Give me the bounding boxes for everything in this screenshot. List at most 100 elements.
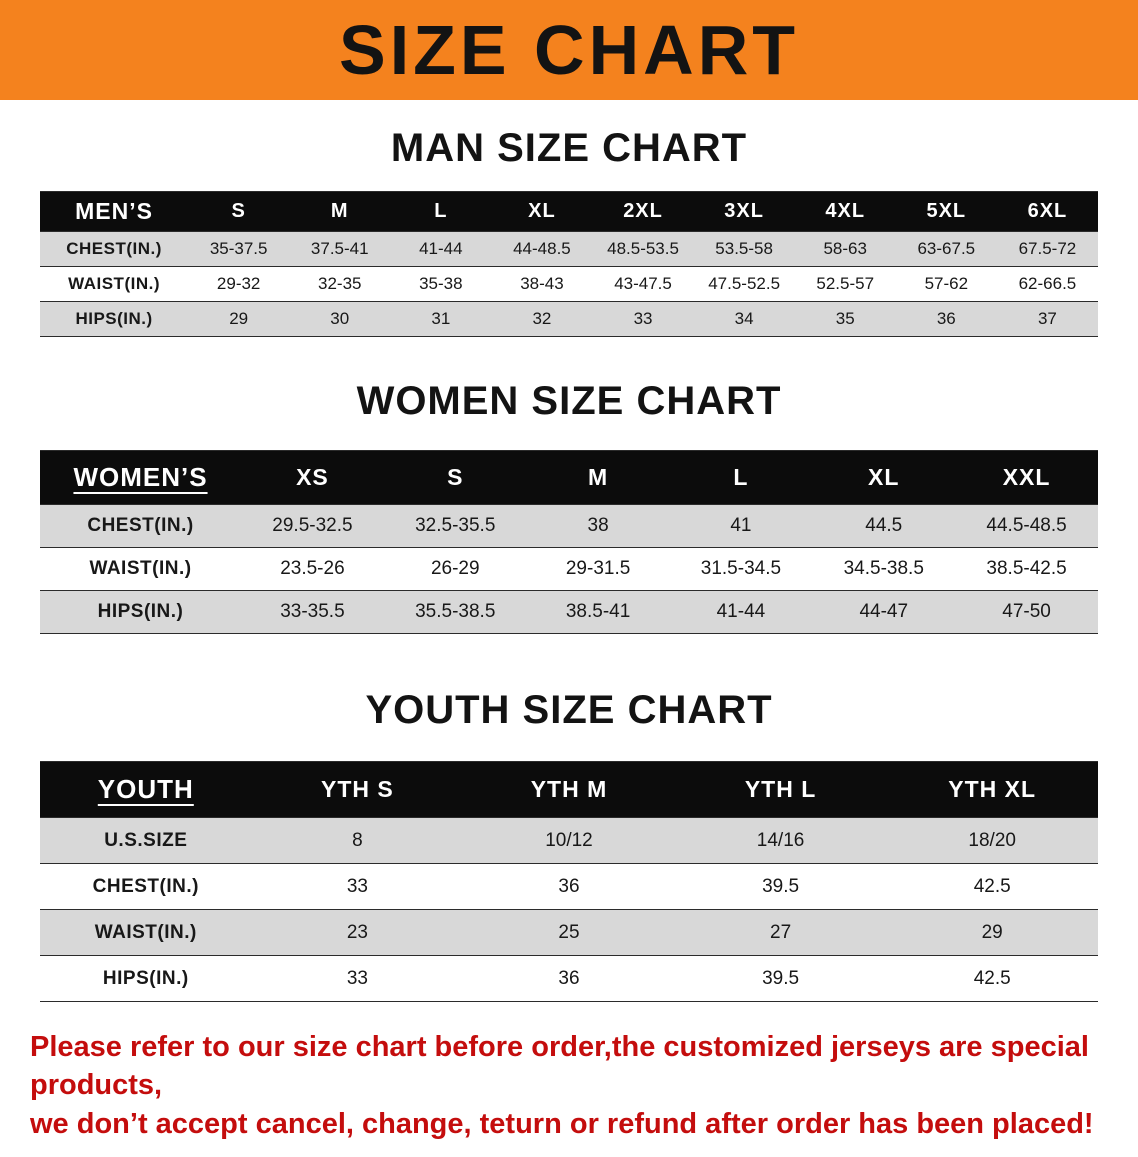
table-row: WAIST(IN.) 23 25 27 29 [40,909,1098,956]
size-value: 32 [491,301,593,337]
youth-size-chart-section: YOUTH SIZE CHART YOUTH YTH S YTH M YTH L YTH… [0,688,1138,1002]
size-value: 31 [390,301,492,337]
row-label: HIPS(IN.) [40,955,252,1002]
row-label: WAIST(IN.) [40,547,242,591]
size-value: 10/12 [463,817,675,864]
size-value: 30 [289,301,391,337]
women-size-table: WOMEN’S XS S M L XL XXL CHEST(IN.) 29.5-32.5 32.5… [40,450,1098,634]
size-value: 34 [693,301,795,337]
size-value: 23.5-26 [241,547,384,591]
row-label: CHEST(IN.) [40,863,252,910]
table-row: CHEST(IN.) 29.5-32.5 32.5-35.5 38 41 44.5 44.5… [40,504,1098,548]
size-value: 14/16 [674,817,887,864]
table-row: CHEST(IN.) 33 36 39.5 42.5 [40,863,1098,910]
size-value: 63-67.5 [895,231,997,267]
size-value: 35-38 [390,266,492,302]
size-value: 42.5 [886,955,1098,1002]
size-value: 41-44 [390,231,492,267]
size-value: 36 [463,955,675,1002]
order-notice-line-2: we don’t accept cancel, change, teturn o… [30,1107,1094,1140]
size-value: 58-63 [794,231,896,267]
size-column-header: L [390,191,492,232]
size-value: 29 [886,909,1098,956]
size-value: 48.5-53.5 [592,231,694,267]
row-label: HIPS(IN.) [40,590,242,634]
size-column-header: 2XL [592,191,694,232]
size-value: 29-32 [188,266,290,302]
size-value: 44.5-48.5 [955,504,1098,548]
size-value: 37 [996,301,1098,337]
men-size-table: MEN’S S M L XL 2XL 3XL 4XL 5XL 6XL CHEST(IN.) 35-37… [40,191,1098,337]
size-column-header: YTH L [674,761,887,818]
size-column-header: YTH XL [886,761,1098,818]
size-value: 35 [794,301,896,337]
size-value: 32-35 [289,266,391,302]
table-row: U.S.SIZE 8 10/12 14/16 18/20 [40,817,1098,864]
size-value: 44-48.5 [491,231,593,267]
row-label: CHEST(IN.) [40,504,242,548]
size-value: 39.5 [674,955,887,1002]
order-notice-line-1: Please refer to our size chart before or… [30,1031,1089,1102]
size-value: 47.5-52.5 [693,266,795,302]
men-size-chart-heading: MAN SIZE CHART [390,126,748,170]
size-value: 41 [669,504,813,548]
row-label: U.S.SIZE [40,817,252,864]
size-value: 26-29 [383,547,527,591]
table-row: WAIST(IN.) 23.5-26 26-29 29-31.5 31.5-34.5 34… [40,547,1098,591]
size-column-header: XS [241,450,384,505]
size-column-header: YTH M [463,761,675,818]
size-column-header: S [383,450,527,505]
table-row: HIPS(IN.) 33-35.5 35.5-38.5 38.5-41 41-44 44-… [40,590,1098,634]
size-value: 41-44 [669,590,813,634]
table-row: HIPS(IN.) 33 36 39.5 42.5 [40,955,1098,1002]
size-value: 33 [251,863,464,910]
size-value: 29-31.5 [526,547,670,591]
banner: SIZE CHART [0,0,1138,100]
table-row: CHEST(IN.) 35-37.5 37.5-41 41-44 44-48.5 48.5… [40,231,1098,267]
row-label: WAIST(IN.) [40,266,189,302]
size-value: 18/20 [886,817,1098,864]
size-value: 53.5-58 [693,231,795,267]
size-value: 33 [251,955,464,1002]
women-size-chart-heading: WOMEN SIZE CHART [356,379,782,423]
size-column-header: S [188,191,290,232]
page-title: SIZE CHART [339,11,799,89]
size-value: 29.5-32.5 [241,504,384,548]
size-value: 62-66.5 [996,266,1098,302]
size-value: 33 [592,301,694,337]
youth-table-title-cell: YOUTH [40,761,252,818]
size-value: 39.5 [674,863,887,910]
size-value: 67.5-72 [996,231,1098,267]
size-value: 35-37.5 [188,231,290,267]
size-value: 23 [251,909,464,956]
size-value: 36 [895,301,997,337]
women-table-title-cell: WOMEN’S [40,450,242,505]
men-table-title-cell: MEN’S [40,191,189,232]
size-column-header: XXL [955,450,1098,505]
size-column-header: L [669,450,813,505]
size-value: 36 [463,863,675,910]
size-value: 34.5-38.5 [812,547,956,591]
size-value: 42.5 [886,863,1098,910]
size-column-header: 6XL [996,191,1098,232]
size-column-header: 4XL [794,191,896,232]
youth-size-table: YOUTH YTH S YTH M YTH L YTH XL U.S.SIZE 8 10/12… [40,761,1098,1002]
size-value: 44.5 [812,504,956,548]
size-value: 33-35.5 [241,590,384,634]
table-row: HIPS(IN.) 29 30 31 32 33 34 35 36 37 [40,301,1098,337]
size-column-header: YTH S [251,761,464,818]
men-size-chart-section: MAN SIZE CHART MEN’S S M L XL 2XL 3XL 4XL 5XL 6XL… [0,126,1138,337]
size-value: 37.5-41 [289,231,391,267]
size-value: 25 [463,909,675,956]
size-value: 32.5-35.5 [383,504,527,548]
men-header-row: MEN’S S M L XL 2XL 3XL 4XL 5XL 6XL [40,191,1098,232]
size-value: 57-62 [895,266,997,302]
size-column-header: M [526,450,670,505]
size-value: 43-47.5 [592,266,694,302]
size-value: 44-47 [812,590,956,634]
table-row: WAIST(IN.) 29-32 32-35 35-38 38-43 43-47.5 47.… [40,266,1098,302]
size-value: 38-43 [491,266,593,302]
size-column-header: 5XL [895,191,997,232]
women-header-row: WOMEN’S XS S M L XL XXL [40,450,1098,505]
